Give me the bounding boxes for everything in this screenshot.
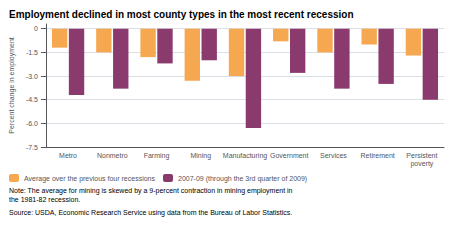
- svg-text:-4.5: -4.5: [26, 96, 38, 103]
- svg-text:poverty: poverty: [410, 160, 433, 168]
- svg-text:-3.0: -3.0: [26, 73, 38, 80]
- svg-text:Nonmetro: Nonmetro: [97, 152, 128, 159]
- svg-text:-6.0: -6.0: [26, 120, 38, 127]
- svg-text:the 1981-82 recession.: the 1981-82 recession.: [9, 196, 80, 203]
- svg-text:0: 0: [34, 25, 38, 32]
- svg-text:Percent change in employment: Percent change in employment: [8, 37, 16, 134]
- svg-text:2007-09 (through the 3rd quart: 2007-09 (through the 3rd quarter of 2009…: [178, 175, 307, 183]
- svg-text:Metro: Metro: [59, 152, 77, 159]
- svg-text:Note: The average for mining i: Note: The average for mining is skewed b…: [9, 187, 293, 195]
- svg-text:Mining: Mining: [190, 152, 211, 160]
- svg-text:Manufacturing: Manufacturing: [223, 152, 267, 160]
- svg-text:-1.5: -1.5: [26, 49, 38, 56]
- svg-text:Retirement: Retirement: [361, 152, 395, 159]
- svg-text:Services: Services: [320, 152, 347, 159]
- svg-text:Source: USDA, Economic Researc: Source: USDA, Economic Research Service …: [9, 209, 292, 217]
- svg-text:Average over the previous four: Average over the previous four recession…: [24, 175, 155, 183]
- svg-text:Employment declined in most co: Employment declined in most county types…: [9, 9, 354, 20]
- svg-text:-7.5: -7.5: [26, 144, 38, 151]
- svg-text:Farming: Farming: [144, 152, 170, 160]
- svg-text:Government: Government: [270, 152, 309, 159]
- svg-text:Persistent: Persistent: [406, 152, 437, 159]
